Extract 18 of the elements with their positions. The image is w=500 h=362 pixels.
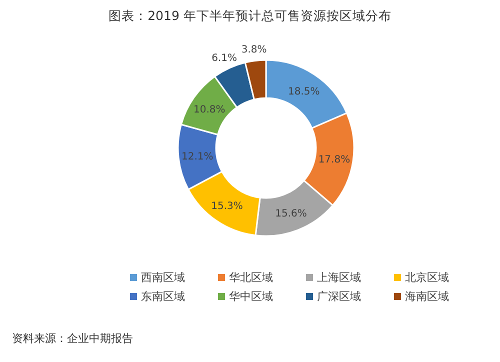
- data-label: 12.1%: [182, 152, 214, 163]
- text: 资料来源：企业中期报告: [12, 332, 133, 345]
- legend-label: 广深区域: [317, 290, 361, 303]
- data-label: 6.1%: [212, 53, 237, 64]
- legend-label: 上海区域: [317, 271, 361, 284]
- legend-label: 西南区域: [141, 271, 185, 284]
- data-label: 3.8%: [241, 44, 267, 56]
- data-label: 15.3%: [211, 200, 243, 212]
- chart-title: 图表：2019 年下半年预计总可售资源按区域分布: [108, 8, 392, 23]
- legend-label: 华北区域: [229, 271, 273, 284]
- data-label: 18.5%: [288, 86, 320, 98]
- legend-label: 华中区域: [229, 290, 273, 303]
- legend-label: 东南区域: [141, 290, 185, 303]
- data-label: 10.8%: [194, 104, 226, 116]
- data-label: 15.6%: [275, 208, 307, 220]
- legend-label: 北京区域: [405, 271, 449, 284]
- legend-label: 海南区域: [405, 290, 449, 303]
- data-label: 17.8%: [318, 154, 350, 166]
